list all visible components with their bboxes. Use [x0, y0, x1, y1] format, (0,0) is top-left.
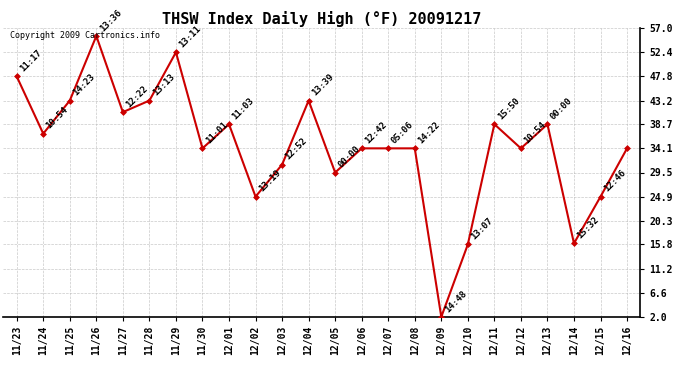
Text: 12:52: 12:52 [284, 136, 309, 162]
Text: 13:13: 13:13 [151, 72, 176, 98]
Text: Copyright 2009 Cartronics.info: Copyright 2009 Cartronics.info [10, 31, 160, 40]
Text: 15:50: 15:50 [495, 96, 521, 122]
Text: 14:22: 14:22 [416, 120, 442, 146]
Text: 13:19: 13:19 [257, 168, 282, 194]
Text: 05:06: 05:06 [390, 120, 415, 146]
Text: 14:23: 14:23 [71, 72, 97, 98]
Text: 12:46: 12:46 [602, 168, 627, 194]
Text: 11:17: 11:17 [18, 48, 43, 74]
Text: 13:39: 13:39 [310, 72, 335, 98]
Text: 12:42: 12:42 [363, 120, 388, 146]
Text: 13:11: 13:11 [177, 24, 203, 50]
Title: THSW Index Daily High (°F) 20091217: THSW Index Daily High (°F) 20091217 [162, 11, 482, 27]
Text: 11:03: 11:03 [230, 96, 256, 122]
Text: 00:00: 00:00 [549, 96, 574, 122]
Text: 12:22: 12:22 [124, 84, 150, 110]
Text: 11:01: 11:01 [204, 120, 229, 146]
Text: 13:07: 13:07 [469, 216, 495, 242]
Text: 10:54: 10:54 [45, 105, 70, 131]
Text: 00:00: 00:00 [337, 144, 362, 170]
Text: 10:54: 10:54 [522, 120, 548, 146]
Text: 15:32: 15:32 [575, 215, 601, 241]
Text: 13:36: 13:36 [98, 8, 123, 33]
Text: 14:48: 14:48 [443, 289, 468, 314]
